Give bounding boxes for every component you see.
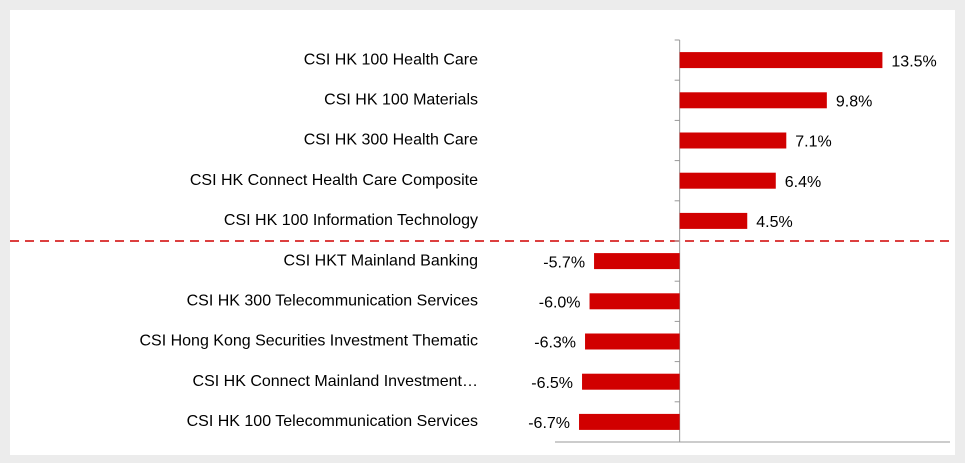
value-label: 7.1% [795,134,831,151]
bar [679,52,883,69]
category-label: CSI HK 300 Health Care [304,132,478,149]
category-label: CSI HK 100 Health Care [304,51,478,68]
value-label: -6.3% [534,335,576,352]
category-label: CSI HK 100 Materials [324,92,478,109]
value-label: -5.7% [543,254,585,271]
category-label: CSI HK Connect Health Care Composite [190,172,478,189]
bar [582,373,680,390]
value-label: -6.7% [528,415,570,432]
value-label: -6.0% [539,295,581,312]
bar [679,92,827,109]
value-label: 6.4% [785,174,821,191]
category-label: CSI HK Connect Mainland Investment… [193,373,478,390]
category-label: CSI HK 300 Telecommunication Services [187,293,478,310]
value-label: 13.5% [891,53,936,70]
value-label: 9.8% [836,94,872,111]
bar [585,333,680,350]
category-label: CSI HK 100 Information Technology [224,212,478,229]
category-label: CSI HKT Mainland Banking [284,252,478,269]
category-label: CSI Hong Kong Securities Investment Them… [139,333,478,350]
plot-background [10,10,955,455]
bar [679,132,787,149]
bar [679,212,748,229]
value-label: -6.5% [531,375,573,392]
bar [579,413,680,430]
bar [679,172,776,189]
category-label: CSI HK 100 Telecommunication Services [187,413,478,430]
bar [589,293,680,310]
bar [594,253,680,270]
value-label: 4.5% [756,214,792,231]
